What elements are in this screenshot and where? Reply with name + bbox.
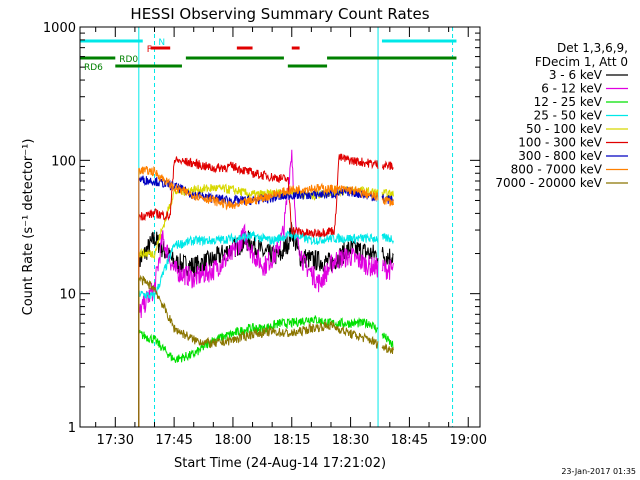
x-tick-label-5: 18:45 bbox=[391, 433, 428, 448]
flag-label-rd0: RD0 bbox=[119, 55, 138, 65]
flag-label-f: F bbox=[147, 45, 152, 55]
x-tick-label-3: 18:15 bbox=[273, 433, 310, 448]
legend-entry-label-3: 25 - 50 keV bbox=[534, 109, 603, 123]
series-line-4 bbox=[138, 183, 394, 427]
series-line-8 bbox=[138, 274, 394, 427]
legend-entry-label-6: 300 - 800 keV bbox=[518, 149, 602, 163]
legend-entry-label-5: 100 - 300 keV bbox=[518, 136, 602, 150]
chart-title: HESSI Observing Summary Count Rates bbox=[130, 5, 429, 23]
timestamp: 23-Jan-2017 01:35 bbox=[561, 467, 636, 476]
x-axis-label: Start Time (24-Aug-14 17:21:02) bbox=[174, 456, 386, 471]
legend-entry-label-0: 3 - 6 keV bbox=[549, 68, 603, 82]
y-tick-label-0: 1 bbox=[68, 421, 76, 436]
x-tick-label-1: 17:45 bbox=[155, 433, 192, 448]
x-tick-label-4: 18:30 bbox=[332, 433, 369, 448]
y-tick-label-3: 1000 bbox=[43, 21, 76, 36]
x-tick-label-0: 17:30 bbox=[97, 433, 134, 448]
legend-entry-label-4: 50 - 100 keV bbox=[526, 122, 603, 136]
legend-entry-label-8: 7000 - 20000 keV bbox=[495, 176, 602, 190]
series-line-3 bbox=[138, 230, 394, 427]
axes: 1 10 100 1000 17:30 17:45 18:00 18:15 18:30 18:45… bbox=[43, 21, 487, 448]
flag-label-n: N bbox=[158, 38, 165, 48]
y-axis-label: Count Rate (s⁻¹ detector⁻¹) bbox=[21, 139, 36, 316]
series-line-6 bbox=[138, 175, 394, 427]
series-line-7 bbox=[138, 165, 394, 427]
legend-header-line-2: FDecim 1, Att 0 bbox=[535, 55, 628, 69]
legend-entry-label-7: 800 - 7000 keV bbox=[511, 163, 603, 177]
legend-header-line-1: Det 1,3,6,9, bbox=[557, 41, 628, 55]
flag-label-rd6: RD6 bbox=[84, 63, 103, 73]
y-tick-label-1: 10 bbox=[59, 288, 76, 303]
x-tick-label-6: 19:00 bbox=[450, 433, 487, 448]
series-line-5 bbox=[138, 153, 394, 427]
legend-entry-label-1: 6 - 12 keV bbox=[541, 82, 603, 96]
x-tick-label-2: 18:00 bbox=[214, 433, 251, 448]
legend-entry-label-2: 12 - 25 keV bbox=[534, 95, 603, 109]
plot-area: NF RD0 RD6 bbox=[80, 27, 457, 427]
legend: Det 1,3,6,9, FDecim 1, Att 0 3 - 6 keV6 … bbox=[495, 41, 628, 190]
plot-frame bbox=[79, 26, 481, 428]
y-tick-label-2: 100 bbox=[51, 154, 76, 169]
series-line-1 bbox=[138, 149, 394, 427]
